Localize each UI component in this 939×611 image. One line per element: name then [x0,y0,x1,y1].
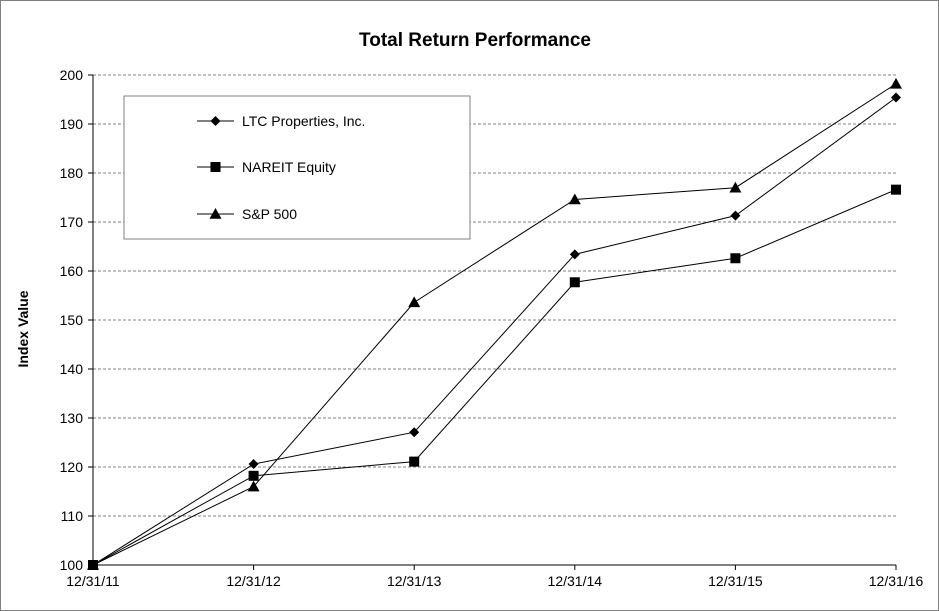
y-tick-label: 170 [60,214,84,230]
series-line [92,189,897,566]
data-point [87,559,99,570]
legend-box [123,95,471,240]
y-tick-label: 180 [60,165,84,181]
data-point [247,480,260,492]
legend-label: NAREIT Equity [242,159,336,175]
legend: LTC Properties, Inc. NAREIT Equity S&P 500 [123,95,471,240]
x-tick-label: 12/31/15 [708,573,763,589]
series-1 [88,184,901,570]
axes [88,74,897,570]
y-tick-label: 160 [60,263,84,279]
data-point [891,184,901,195]
y-tick-label: 120 [60,459,84,475]
y-tick-label: 110 [61,508,84,524]
series-line [92,97,897,566]
x-tick-label: 12/31/16 [869,573,924,589]
x-tick-label: 12/31/13 [387,573,442,589]
series-2 [87,77,902,570]
legend-marker [210,162,221,172]
data-point [730,210,741,221]
y-tick-label: 140 [60,361,84,377]
x-tick-label: 12/31/14 [548,573,603,589]
data-point [408,296,421,308]
data-point [409,456,420,467]
y-tick-labels: 100 110 120 130 140 150 160 170 180 190 200 [60,67,84,573]
data-point [568,193,581,205]
legend-marker [210,116,221,126]
x-tick-label: 12/31/11 [66,573,120,589]
x-tick-labels: 12/31/11 12/31/12 12/31/13 12/31/14 12/31/15… [66,573,923,589]
series-lines [87,77,902,570]
y-tick-label: 190 [60,116,84,132]
data-point [409,427,420,438]
legend-marker [209,208,222,219]
y-tick-label: 150 [60,312,84,328]
chart-title: Total Return Performance [359,30,591,51]
y-axis-label: Index Value [15,290,31,367]
y-tick-label: 130 [60,410,84,426]
legend-item: LTC Properties, Inc. [197,113,365,129]
legend-item: NAREIT Equity [197,159,336,175]
data-point [890,77,902,89]
data-point [730,253,741,264]
data-point [248,470,259,481]
data-point [569,249,580,260]
data-point [569,277,580,288]
legend-item: S&P 500 [197,206,297,222]
series-line [92,83,897,566]
gridlines [93,74,896,517]
data-point [729,181,742,193]
x-tick-label: 12/31/12 [226,573,281,589]
data-point [248,459,259,470]
data-point [891,92,901,103]
y-tick-label: 200 [60,67,84,83]
y-tick-label: 100 [60,557,84,573]
legend-label: S&P 500 [242,206,297,222]
legend-label: LTC Properties, Inc. [242,113,365,129]
